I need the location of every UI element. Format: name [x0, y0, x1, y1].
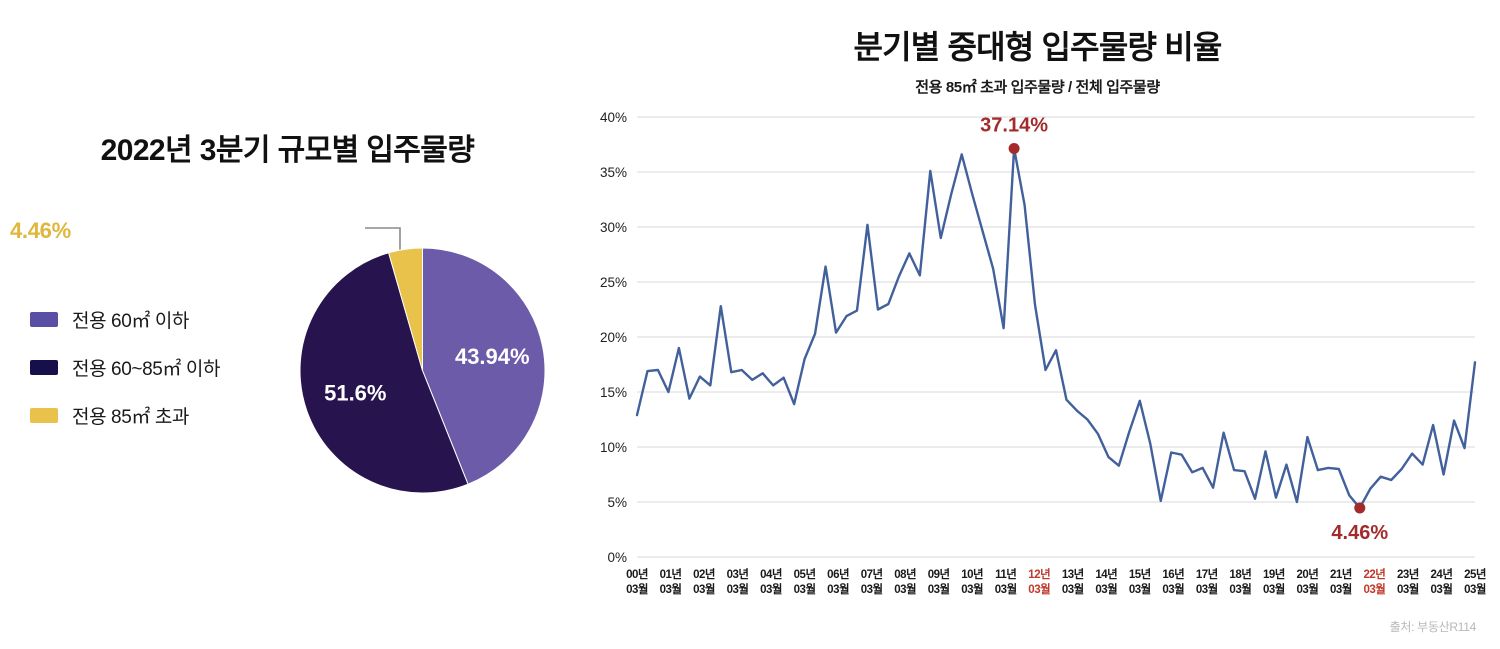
x-axis-labels: 00년 03월 01년 03월 02년 03월 03년 03월 04년 03월 05년 03월 06년 0… — [626, 568, 1486, 610]
source-note: 출처: 부동산R114 — [1389, 620, 1477, 634]
y-axis-ticks: 0% 5% 10% 15% 20% 25% 30% 35% 40% — [600, 110, 627, 565]
y-tick-label-5: 5% — [607, 495, 627, 510]
x-tick-label-11년: 11년 03월 — [994, 569, 1017, 596]
line-panel: 분기별 중대형 입주물량 비율 전용 85㎡ 초과 입주물량 / 전체 입주물량… — [575, 0, 1500, 649]
pie-panel: 2022년 3분기 규모별 입주물량 전용 60㎡ 이하 전용 60~85㎡ 이… — [0, 0, 575, 649]
y-tick-label-30: 30% — [600, 220, 627, 235]
y-tick-label-0: 0% — [607, 550, 627, 565]
x-tick-label-24년: 24년 03월 — [1430, 569, 1453, 596]
annotation-label-1: 4.46% — [1331, 522, 1388, 544]
annotation-dot-1 — [1354, 502, 1366, 514]
legend-label-under60: 전용 60㎡ 이하 — [72, 310, 190, 332]
x-tick-label-19년: 19년 03월 — [1262, 569, 1285, 596]
pie-slice-2 — [388, 248, 423, 371]
gridlines — [637, 116, 1475, 558]
pie-chart: 43.94% 51.6% — [300, 248, 545, 493]
x-tick-label-12년: 12년 03월 — [1028, 569, 1051, 596]
annotation-label-0: 37.14% — [980, 114, 1048, 136]
x-tick-label-15년: 15년 03월 — [1128, 569, 1151, 596]
y-tick-label-40: 40% — [600, 110, 627, 125]
legend-swatch-over85 — [30, 407, 58, 423]
line-chart-subtitle: 전용 85㎡ 초과 입주물량 / 전체 입주물량 — [915, 79, 1160, 96]
x-tick-label-14년: 14년 03월 — [1095, 569, 1118, 596]
annotations: 37.14% 4.46% — [980, 114, 1388, 543]
y-tick-label-20: 20% — [600, 330, 627, 345]
pie-chart-svg: 43.94% 51.6% — [300, 248, 545, 493]
x-tick-label-05년: 05년 03월 — [793, 569, 816, 596]
legend-label-over85: 전용 85㎡ 초과 — [72, 406, 190, 428]
x-tick-label-20년: 20년 03월 — [1296, 569, 1319, 596]
legend-swatch-under60 — [30, 311, 58, 327]
pie-slice-1 — [300, 252, 469, 493]
x-tick-label-03년: 03년 03월 — [726, 569, 749, 596]
pie-value-label-1: 51.6% — [324, 381, 386, 406]
x-tick-label-17년: 17년 03월 — [1195, 569, 1218, 596]
x-tick-label-04년: 04년 03월 — [760, 569, 783, 596]
x-tick-label-06년: 06년 03월 — [827, 569, 850, 596]
y-tick-label-15: 15% — [600, 385, 627, 400]
x-tick-label-18년: 18년 03월 — [1229, 569, 1252, 596]
x-tick-label-08년: 08년 03월 — [894, 569, 917, 596]
pie-legend: 전용 60㎡ 이하 전용 60~85㎡ 이하 전용 85㎡ 초과 — [30, 295, 270, 439]
legend-item-under60: 전용 60㎡ 이하 — [30, 295, 270, 343]
x-tick-label-09년: 09년 03월 — [927, 569, 950, 596]
legend-item-60to85: 전용 60~85㎡ 이하 — [30, 343, 270, 391]
line-chart-title: 분기별 중대형 입주물량 비율 — [853, 29, 1223, 65]
data-series-line — [635, 147, 1477, 510]
y-tick-label-35: 35% — [600, 165, 627, 180]
pie-slice-0 — [422, 248, 545, 485]
x-tick-label-16년: 16년 03월 — [1162, 569, 1185, 596]
legend-swatch-60to85 — [30, 359, 58, 375]
x-tick-label-10년: 10년 03월 — [961, 569, 984, 596]
x-tick-label-07년: 07년 03월 — [860, 569, 883, 596]
x-tick-label-01년: 01년 03월 — [659, 569, 682, 596]
legend-item-over85: 전용 85㎡ 초과 — [30, 391, 270, 439]
pie-chart-title: 2022년 3분기 규모별 입주물량 — [100, 134, 475, 167]
x-tick-label-22년: 22년 03월 — [1363, 569, 1386, 596]
x-tick-label-00년: 00년 03월 — [626, 569, 648, 596]
x-tick-label-13년: 13년 03월 — [1061, 569, 1084, 596]
y-tick-label-25: 25% — [600, 275, 627, 290]
x-tick-label-02년: 02년 03월 — [693, 569, 715, 596]
x-tick-label-21년: 21년 03월 — [1329, 569, 1352, 596]
pie-callout-label-over85: 4.46% — [10, 218, 71, 243]
annotation-dot-0 — [1008, 142, 1020, 154]
y-tick-label-10: 10% — [600, 440, 627, 455]
legend-label-60to85: 전용 60~85㎡ 이하 — [72, 358, 221, 380]
x-tick-label-23년: 23년 03월 — [1397, 569, 1419, 596]
x-tick-label-25년: 25년 03월 — [1464, 569, 1486, 596]
pie-value-label-0: 43.94% — [455, 344, 530, 369]
line-chart-svg: 0% 5% 10% 15% 20% 25% 30% 35% 40% 37.14% 4.46% — [600, 110, 1477, 565]
